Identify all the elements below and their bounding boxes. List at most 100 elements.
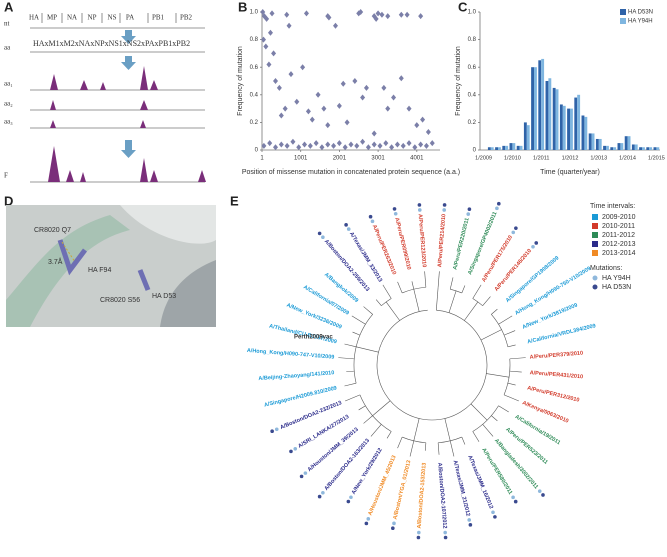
mutation-dot xyxy=(368,214,373,219)
mutation-dot xyxy=(497,201,501,206)
residue xyxy=(137,269,151,291)
bar xyxy=(495,147,498,150)
mutation-dot xyxy=(417,203,422,207)
bar xyxy=(613,147,617,150)
mutation-dot xyxy=(317,494,322,499)
legend-label: HA Y94H xyxy=(602,275,631,282)
legend-label: HA Y94H xyxy=(628,19,653,25)
point xyxy=(305,108,311,115)
mutation-dot xyxy=(321,235,325,240)
x-tick-label: 1/2011 xyxy=(533,155,549,161)
sequence-label: HAxM1xM2xNAxNPxNS1xNS2xPAxPB1xPB2 xyxy=(33,39,190,48)
mutation-dot xyxy=(443,530,447,535)
point xyxy=(263,43,269,50)
point xyxy=(377,142,383,149)
point xyxy=(340,80,346,87)
legend-label: HA D53N xyxy=(602,284,631,291)
mutation-dot xyxy=(467,518,472,522)
point xyxy=(290,138,296,145)
branch xyxy=(411,281,415,290)
tip-label: A/Texas/JMM_21/2012 xyxy=(452,460,471,517)
branch xyxy=(437,271,440,288)
arrow xyxy=(121,30,136,44)
point xyxy=(269,10,275,17)
branch xyxy=(344,343,357,348)
tip-label: A/California/VRDL384/2009 xyxy=(527,323,597,345)
x-tick-label: 1001 xyxy=(294,156,308,162)
tip-label: A/Singapore/GP1908/2009 xyxy=(505,255,561,304)
x-tick-label: 1/2014 xyxy=(619,155,636,161)
mutation-dot xyxy=(303,471,308,475)
peaks xyxy=(48,66,206,182)
point xyxy=(360,138,366,145)
point xyxy=(296,144,302,151)
point xyxy=(404,11,410,18)
legend-swatch xyxy=(592,250,598,256)
bar xyxy=(559,104,563,150)
tip-label: A/Boston/DOA2-153/2013 xyxy=(417,462,428,528)
bar xyxy=(487,147,491,150)
x-tick-label: 1/2009 xyxy=(475,155,492,161)
branch xyxy=(503,394,519,402)
point xyxy=(288,71,294,78)
legend-swatch xyxy=(592,232,598,238)
row-label: nt xyxy=(4,20,10,28)
branch xyxy=(472,284,482,299)
branch xyxy=(424,271,427,288)
point xyxy=(400,142,406,149)
ribbon xyxy=(120,205,216,244)
mutation-dot xyxy=(370,219,375,224)
gene-label: PA xyxy=(126,14,134,22)
x-axis-label: Time (quarter/year) xyxy=(540,169,600,176)
branch xyxy=(498,315,513,325)
ribbon xyxy=(6,215,130,327)
branch xyxy=(444,418,451,441)
point xyxy=(365,144,371,151)
gene-label: MP xyxy=(47,14,57,22)
bar xyxy=(541,58,545,150)
panel-label: A xyxy=(4,0,14,14)
point xyxy=(273,144,279,151)
mutation-dot xyxy=(442,208,447,212)
mutation-dot xyxy=(491,510,495,515)
bar xyxy=(534,67,537,150)
point xyxy=(391,94,397,101)
branch xyxy=(351,315,366,325)
point xyxy=(383,140,389,147)
branch xyxy=(448,290,457,313)
bar xyxy=(649,147,653,150)
bar xyxy=(581,115,585,150)
point xyxy=(348,141,354,148)
tip-label: A/Beijing-Zhaoyang/141/2010 xyxy=(258,370,334,382)
point xyxy=(414,122,420,129)
branch xyxy=(375,299,382,306)
bar xyxy=(598,138,602,150)
row-label: aa₁ xyxy=(4,80,13,88)
structure-label: CR8020 Q7 xyxy=(34,227,71,234)
tip-label: A/Peru/PER312/2010 xyxy=(526,385,579,403)
y-tick-label: 0 xyxy=(255,148,259,154)
point xyxy=(325,141,331,148)
mutation-dot xyxy=(417,530,421,535)
branch xyxy=(424,442,427,451)
branch xyxy=(372,400,391,416)
point xyxy=(326,14,332,21)
bar xyxy=(502,145,506,150)
point xyxy=(389,144,395,151)
y-tick-label: 1.0 xyxy=(250,10,259,16)
tip-label: A/Boston/DOA2-107/2012 xyxy=(436,462,447,528)
branch xyxy=(507,344,516,348)
legend-swatch xyxy=(620,9,626,15)
point xyxy=(363,84,369,91)
point xyxy=(360,94,366,101)
mutation-dot xyxy=(466,212,471,216)
mutation-dot xyxy=(537,489,542,493)
panel-label: E xyxy=(230,193,239,208)
y-tick-label: 0.6 xyxy=(468,65,477,71)
point xyxy=(342,144,348,151)
mutation-dot xyxy=(468,523,473,527)
bar xyxy=(631,144,635,150)
branch xyxy=(382,284,392,299)
center-label: Perth2009vac xyxy=(294,335,333,341)
mutation-dot xyxy=(442,203,447,207)
